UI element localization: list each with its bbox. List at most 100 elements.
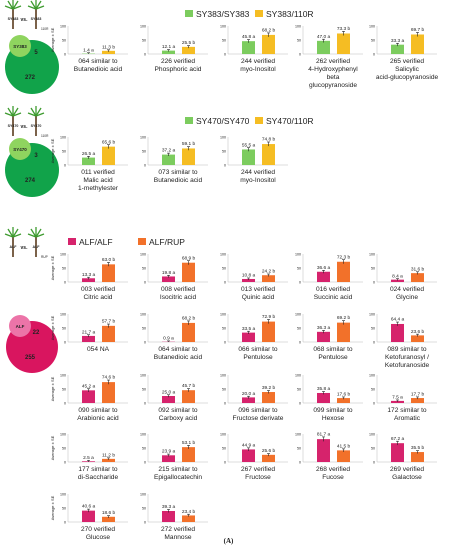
- chart-title: Pentulose: [318, 354, 348, 361]
- chart-title: 068 similar to: [313, 346, 353, 353]
- chart-title: 092 similar to: [158, 407, 198, 414]
- grafted-plant-icon: ALF RUP: [27, 227, 48, 259]
- chart-title: 4-Hydroxyphenyl: [308, 66, 358, 73]
- chart-title: 064 similar to: [158, 346, 198, 353]
- y-tick-label: 100: [295, 312, 301, 316]
- plant-leaf: [12, 228, 19, 238]
- plant-leaf: [35, 107, 42, 117]
- data-label: 19.8 a: [162, 270, 176, 276]
- legend-swatch: [138, 238, 146, 245]
- data-label: 68.2 b: [182, 316, 196, 322]
- bar-treatment: [102, 325, 115, 342]
- y-tick-label: 50: [371, 326, 375, 330]
- chart-title: 024 verified: [390, 286, 424, 293]
- data-label: 37.2 a: [162, 148, 176, 154]
- legend-swatch: [255, 10, 263, 17]
- shared-count: 5: [34, 50, 38, 56]
- data-label: 72.9 b: [262, 314, 276, 320]
- y-tick-label: 0: [373, 52, 375, 56]
- vs-label: vs.: [21, 17, 29, 23]
- chart-title: Fructose derivate: [233, 415, 284, 422]
- data-label: 12.1 a: [162, 44, 176, 50]
- chart-title: Quinic acid: [242, 294, 275, 301]
- bar-treatment: [182, 148, 195, 165]
- bar-treatment: [102, 516, 115, 522]
- plant-leaf: [4, 5, 14, 10]
- bar-treatment: [411, 452, 424, 462]
- data-label: 39.3 a: [162, 504, 176, 510]
- y-tick-label: 50: [371, 387, 375, 391]
- chart-title: myo-Inositol: [240, 177, 276, 184]
- bar-treatment: [337, 33, 350, 54]
- y-tick-label: 50: [62, 326, 66, 330]
- scion-plant-icon: SY470: [4, 106, 22, 136]
- plant-leaf: [27, 5, 37, 10]
- data-label: 55.5 a: [242, 142, 256, 148]
- chart-title: 011 verified: [81, 169, 115, 176]
- y-tick-label: 50: [142, 38, 146, 42]
- chart-title: 064 similar to: [78, 58, 118, 65]
- y-tick-label: 100: [369, 252, 375, 256]
- bar-control: [82, 510, 95, 522]
- data-label: 35.5 b: [411, 445, 425, 451]
- y-tick-label: 100: [295, 24, 301, 28]
- chart-title: 267 verified: [241, 466, 275, 473]
- plant-leaf: [7, 107, 14, 117]
- chart-title: 226 verified: [161, 58, 195, 65]
- bar-treatment: [102, 146, 115, 165]
- bar-chart: 0 50 100 45.8 a 68.2 b 244 verifiedmyo-Inosit…: [220, 24, 288, 73]
- bar-treatment: [337, 261, 350, 282]
- y-tick-label: 50: [222, 266, 226, 270]
- shared-count: 22: [33, 330, 40, 336]
- chart-title: Salicylic: [395, 66, 420, 73]
- chart-title: Isocitric acid: [160, 294, 197, 301]
- bar-chart: Average ± SE 0 50 100 2.5 a 11.2 b 177 similar…: [50, 432, 128, 481]
- data-label: 53.1 b: [182, 440, 196, 446]
- y-tick-label: 50: [62, 387, 66, 391]
- chart-title: 265 verified: [390, 58, 424, 65]
- legend-label: SY470/SY470: [196, 116, 250, 126]
- bar-treatment: [182, 515, 195, 522]
- y-tick-label: 50: [62, 446, 66, 450]
- y-tick-label: 100: [140, 312, 146, 316]
- data-label: 7.5 a: [392, 395, 403, 401]
- y-tick-label: 100: [60, 492, 66, 496]
- subset-label: SY383: [13, 44, 27, 49]
- bar-chart: Average ± SE 0 50 100 1.4 a 11.3 b 064 similar…: [50, 24, 128, 73]
- bar-treatment: [337, 398, 350, 403]
- chart-title: 054 NA: [87, 346, 110, 353]
- legend-label: SY383/110R: [266, 9, 314, 19]
- data-label: 68.2 b: [262, 28, 276, 34]
- data-label: 74.6 b: [102, 375, 116, 381]
- data-label: 23.9 a: [162, 449, 176, 455]
- data-label: 21.7 a: [82, 329, 96, 335]
- chart-title: di-Saccharide: [78, 474, 119, 481]
- y-tick-label: 0: [224, 163, 226, 167]
- bar-treatment: [102, 458, 115, 462]
- bar-chart: Average ± SE 0 50 100 45.2 a 74.6 b 090 simila…: [50, 373, 128, 422]
- data-label: 24.2 b: [262, 269, 276, 275]
- chart-title: 262 verified: [316, 58, 350, 65]
- chart-title: Butanedioic acid: [154, 354, 203, 361]
- plant-leaf: [30, 107, 37, 117]
- bar-treatment: [411, 335, 424, 342]
- bar-treatment: [182, 447, 195, 462]
- y-tick-label: 100: [60, 373, 66, 377]
- y-tick-label: 0: [373, 401, 375, 405]
- data-label: 18.6 b: [102, 510, 116, 516]
- bar-treatment: [262, 275, 275, 282]
- data-label: 73.3 b: [337, 26, 351, 32]
- chart-title: 268 verified: [316, 466, 350, 473]
- data-label: 17.6 b: [337, 392, 351, 398]
- bar-treatment: [262, 321, 275, 342]
- subset-circle: [9, 315, 31, 337]
- y-tick-label: 50: [297, 38, 301, 42]
- chart-title: Phosphoric acid: [155, 66, 202, 73]
- chart-title: glucopyranoside: [309, 82, 357, 89]
- y-tick-label: 100: [220, 312, 226, 316]
